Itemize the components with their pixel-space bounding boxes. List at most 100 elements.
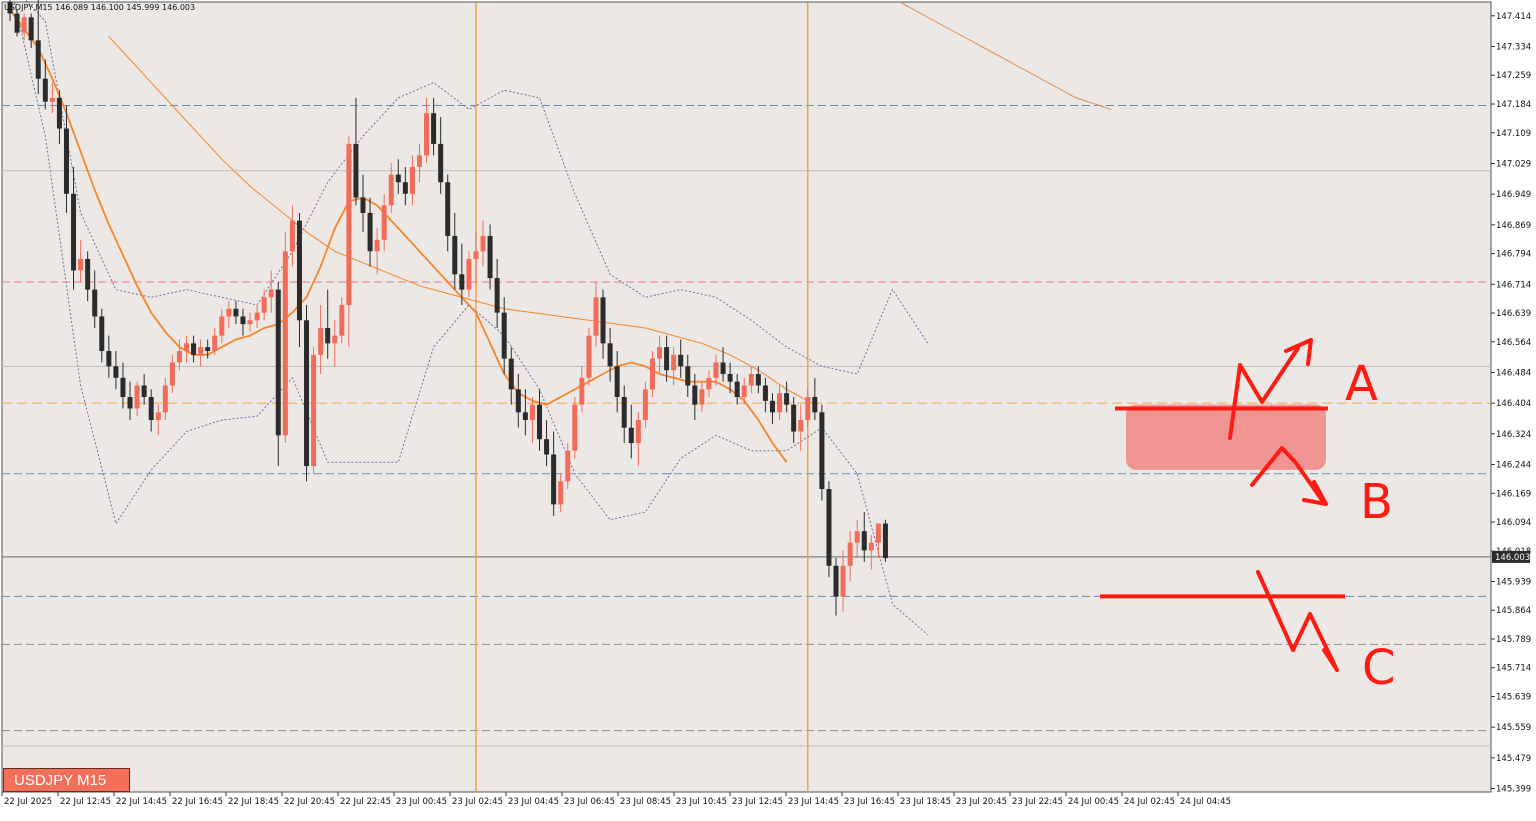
- candle[interactable]: [191, 335, 197, 363]
- candle[interactable]: [198, 339, 204, 367]
- candle[interactable]: [445, 174, 451, 252]
- candle[interactable]: [176, 339, 182, 371]
- candle[interactable]: [741, 377, 747, 405]
- candle[interactable]: [699, 381, 705, 413]
- candle[interactable]: [642, 381, 648, 428]
- candle[interactable]: [791, 397, 797, 444]
- candle[interactable]: [78, 239, 84, 282]
- candle[interactable]: [120, 362, 126, 409]
- candle[interactable]: [784, 381, 790, 413]
- candle[interactable]: [85, 251, 91, 302]
- candle[interactable]: [544, 420, 550, 467]
- candle[interactable]: [769, 393, 775, 424]
- candle[interactable]: [572, 397, 578, 459]
- candle[interactable]: [635, 412, 641, 467]
- candle[interactable]: [727, 362, 733, 394]
- candle[interactable]: [614, 350, 620, 413]
- candle[interactable]: [409, 155, 415, 206]
- candle[interactable]: [798, 404, 804, 451]
- candle[interactable]: [431, 97, 437, 156]
- candle[interactable]: [304, 304, 310, 482]
- candle[interactable]: [395, 159, 401, 194]
- candle[interactable]: [607, 327, 613, 382]
- candle[interactable]: [49, 82, 55, 114]
- candle[interactable]: [861, 512, 867, 562]
- candle[interactable]: [551, 431, 557, 516]
- candle[interactable]: [649, 350, 655, 397]
- candle[interactable]: [42, 59, 48, 110]
- candle[interactable]: [416, 143, 422, 183]
- candle[interactable]: [289, 205, 295, 267]
- candle[interactable]: [92, 270, 98, 328]
- candle[interactable]: [339, 297, 345, 344]
- candle[interactable]: [501, 297, 507, 374]
- candle[interactable]: [7, 0, 13, 22]
- candle[interactable]: [35, 0, 41, 95]
- candle[interactable]: [261, 289, 267, 321]
- candle[interactable]: [847, 531, 853, 582]
- candle[interactable]: [240, 308, 246, 336]
- candle[interactable]: [247, 312, 253, 332]
- candle[interactable]: [325, 289, 331, 359]
- candle[interactable]: [833, 558, 839, 616]
- candle[interactable]: [148, 389, 154, 432]
- candle[interactable]: [692, 373, 698, 421]
- candle[interactable]: [713, 354, 719, 386]
- candle[interactable]: [14, 9, 20, 37]
- candle[interactable]: [508, 347, 514, 405]
- candle[interactable]: [346, 136, 352, 348]
- candle[interactable]: [374, 228, 380, 275]
- candle[interactable]: [63, 105, 69, 213]
- candle[interactable]: [28, 13, 34, 49]
- candle[interactable]: [480, 220, 486, 267]
- candle[interactable]: [537, 389, 542, 451]
- candle[interactable]: [671, 347, 677, 386]
- candle[interactable]: [275, 281, 281, 467]
- candle[interactable]: [184, 335, 189, 363]
- candle[interactable]: [840, 550, 846, 612]
- candle[interactable]: [219, 308, 225, 344]
- candle[interactable]: [678, 339, 684, 378]
- candle[interactable]: [169, 354, 175, 394]
- candle[interactable]: [113, 350, 119, 390]
- candle[interactable]: [71, 166, 77, 290]
- candle[interactable]: [318, 304, 324, 374]
- candle[interactable]: [762, 377, 768, 413]
- candle[interactable]: [155, 404, 161, 436]
- candle[interactable]: [56, 90, 62, 144]
- candle[interactable]: [812, 377, 818, 421]
- candle[interactable]: [819, 404, 825, 501]
- candle[interactable]: [875, 523, 881, 559]
- candle[interactable]: [205, 339, 211, 359]
- candle[interactable]: [664, 335, 670, 382]
- candle[interactable]: [106, 335, 112, 378]
- candle[interactable]: [424, 97, 430, 164]
- candle[interactable]: [494, 258, 500, 328]
- candle[interactable]: [600, 289, 606, 359]
- candle[interactable]: [402, 166, 408, 206]
- candle[interactable]: [452, 212, 458, 290]
- candle[interactable]: [777, 385, 783, 421]
- candles[interactable]: [7, 0, 888, 616]
- candle[interactable]: [466, 251, 472, 298]
- candle[interactable]: [706, 370, 712, 397]
- candle[interactable]: [826, 481, 832, 578]
- candle[interactable]: [268, 270, 274, 313]
- candle[interactable]: [254, 304, 260, 328]
- candle[interactable]: [388, 163, 394, 213]
- candle[interactable]: [296, 212, 302, 348]
- candle[interactable]: [487, 224, 493, 290]
- candle[interactable]: [367, 197, 373, 267]
- candle[interactable]: [657, 335, 663, 374]
- candle[interactable]: [529, 397, 535, 444]
- candle[interactable]: [21, 13, 27, 41]
- candle[interactable]: [720, 347, 726, 382]
- candle[interactable]: [515, 373, 521, 428]
- candle[interactable]: [226, 301, 232, 328]
- candle[interactable]: [593, 281, 599, 348]
- candle[interactable]: [854, 519, 860, 559]
- candle[interactable]: [586, 327, 592, 386]
- candle[interactable]: [162, 377, 168, 421]
